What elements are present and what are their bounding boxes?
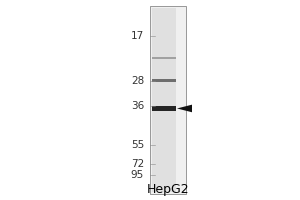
Bar: [152, 106, 176, 111]
Text: 28: 28: [131, 76, 144, 86]
Bar: [150, 6, 186, 194]
Text: 36: 36: [131, 101, 144, 111]
Text: 72: 72: [131, 159, 144, 169]
Polygon shape: [177, 105, 192, 112]
Bar: [152, 79, 176, 82]
Text: 95: 95: [131, 170, 144, 180]
Text: 55: 55: [131, 140, 144, 150]
Bar: [152, 56, 176, 59]
Bar: [152, 8, 176, 192]
Text: HepG2: HepG2: [147, 183, 189, 196]
Text: 17: 17: [131, 31, 144, 41]
